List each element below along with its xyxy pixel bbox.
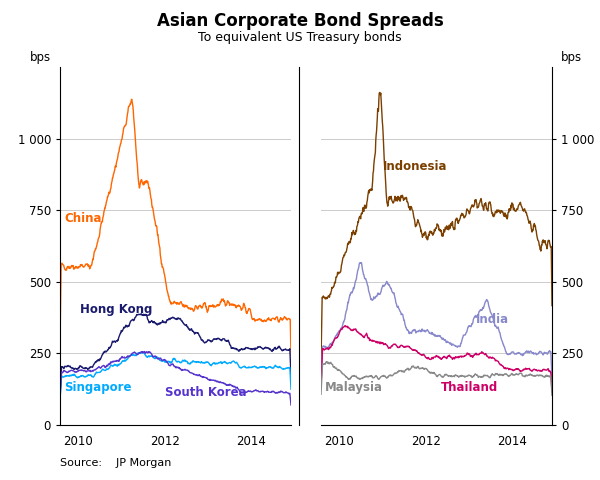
Text: Singapore: Singapore [64, 381, 132, 394]
Text: China: China [64, 212, 102, 225]
Text: Hong Kong: Hong Kong [80, 303, 153, 316]
Text: To equivalent US Treasury bonds: To equivalent US Treasury bonds [198, 31, 402, 44]
Text: bps: bps [561, 50, 582, 64]
Text: South Korea: South Korea [164, 386, 247, 399]
Text: India: India [475, 313, 509, 326]
Text: Thailand: Thailand [441, 381, 498, 394]
Text: bps: bps [30, 50, 51, 64]
Text: Malaysia: Malaysia [325, 381, 383, 394]
Text: Asian Corporate Bond Spreads: Asian Corporate Bond Spreads [157, 12, 443, 30]
Text: Indonesia: Indonesia [382, 160, 447, 173]
Text: Source:    JP Morgan: Source: JP Morgan [60, 458, 172, 468]
